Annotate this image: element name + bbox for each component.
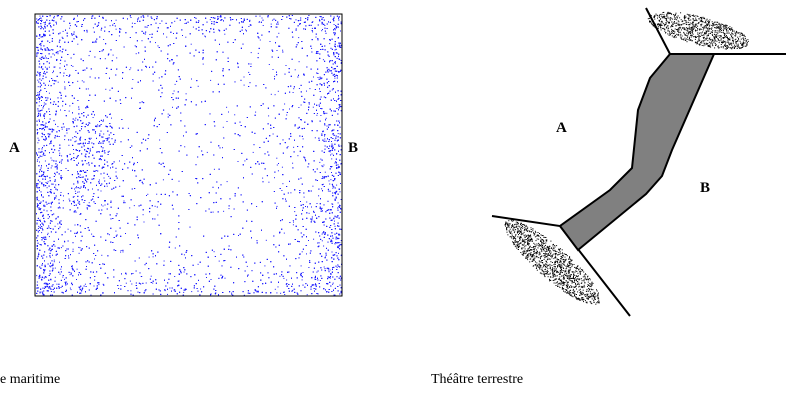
lower-landmass xyxy=(504,219,600,305)
side-b-label: B xyxy=(348,140,359,156)
side-b-label: B xyxy=(700,180,711,196)
side-a-label: A xyxy=(9,140,20,156)
sea-density-dots xyxy=(36,15,342,296)
terrestre-panel: A B xyxy=(470,0,786,330)
strait-channel xyxy=(558,53,716,252)
maritime-density-plot xyxy=(34,13,343,297)
terrestre-caption: Théâtre terrestre xyxy=(431,372,524,387)
maritime-panel: A B e maritime xyxy=(0,0,380,392)
sea-frame xyxy=(34,13,343,297)
side-a-label: A xyxy=(556,120,567,136)
strait-diagram xyxy=(491,7,786,317)
maritime-caption: e maritime xyxy=(0,372,61,387)
upper-landmass xyxy=(647,11,749,50)
